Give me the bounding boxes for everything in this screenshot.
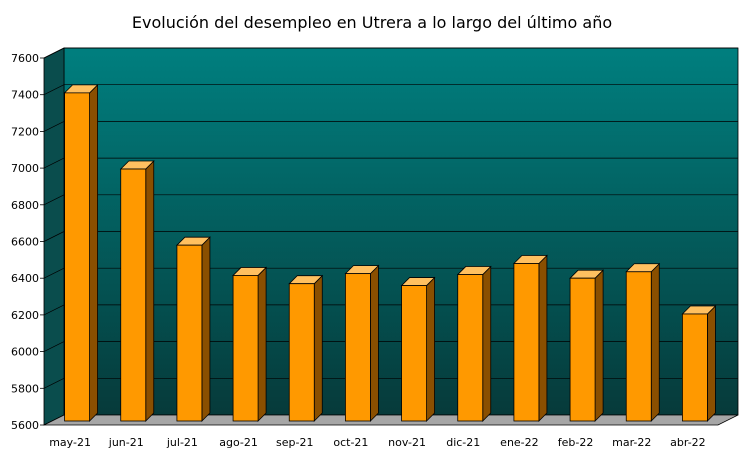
bar [401,285,427,422]
gridline-side [43,377,65,389]
bar-side [482,265,492,422]
bar-side [707,305,716,422]
bar-side [426,276,435,422]
bar-side [538,254,548,422]
y-tick-label: 5800 [11,382,39,395]
x-tick-label: ene-22 [500,436,538,449]
bar [176,244,203,422]
gridline-side [43,194,65,206]
y-tick-label: 7400 [11,89,39,102]
x-tick-label: may-21 [49,436,91,449]
chart-title: Evolución del desempleo en Utrera a lo l… [132,13,612,32]
x-tick-label: feb-22 [558,436,594,449]
x-tick-label: mar-22 [612,436,651,449]
gridline-side [43,341,65,352]
x-tick-label: ago-21 [219,436,258,449]
x-tick-label: abr-22 [670,436,706,449]
bar [682,313,708,422]
gridline-side [43,231,65,242]
bar-side [201,236,211,422]
y-tick-label: 6400 [11,272,39,285]
bar-side [257,266,267,422]
gridline-side [43,304,65,316]
bar [120,168,147,422]
bar [625,271,652,422]
floor [43,414,739,426]
bar-side [145,160,155,422]
bar [288,283,315,422]
y-tick-label: 7600 [11,52,39,65]
bar [513,263,540,422]
y-tick-label: 7000 [11,162,39,175]
x-tick-label: nov-21 [388,436,426,449]
plot-area: 5600 5800 6000 6200 6400 6600 6800 7000 7200 7400… [11,47,739,449]
bar-side [594,269,604,422]
y-tick-label: 6800 [11,199,39,212]
bar-side [313,274,323,422]
x-tick-label: jul-21 [166,436,198,449]
gridline-side [43,121,65,132]
x-tick-label: jun-21 [108,436,144,449]
x-tick-label: dic-21 [446,436,480,449]
bar-side [89,83,98,422]
gridline-side [43,267,65,279]
gridline-side [43,157,65,169]
bar [457,274,484,422]
bar-side [650,262,660,422]
y-tick-label: 5600 [11,419,39,432]
y-tick-label: 6000 [11,346,39,359]
bar [64,92,90,422]
gridline-side [43,47,65,59]
bar-side [370,264,379,422]
y-tick-label: 7200 [11,125,39,138]
bar [569,277,596,422]
y-tick-label: 6200 [11,309,39,322]
x-tick-label: oct-21 [333,436,368,449]
bar [232,275,259,422]
y-tick-label: 6600 [11,236,39,249]
x-tick-label: sep-21 [276,436,313,449]
gridline-side [43,84,65,96]
bar [345,273,371,422]
